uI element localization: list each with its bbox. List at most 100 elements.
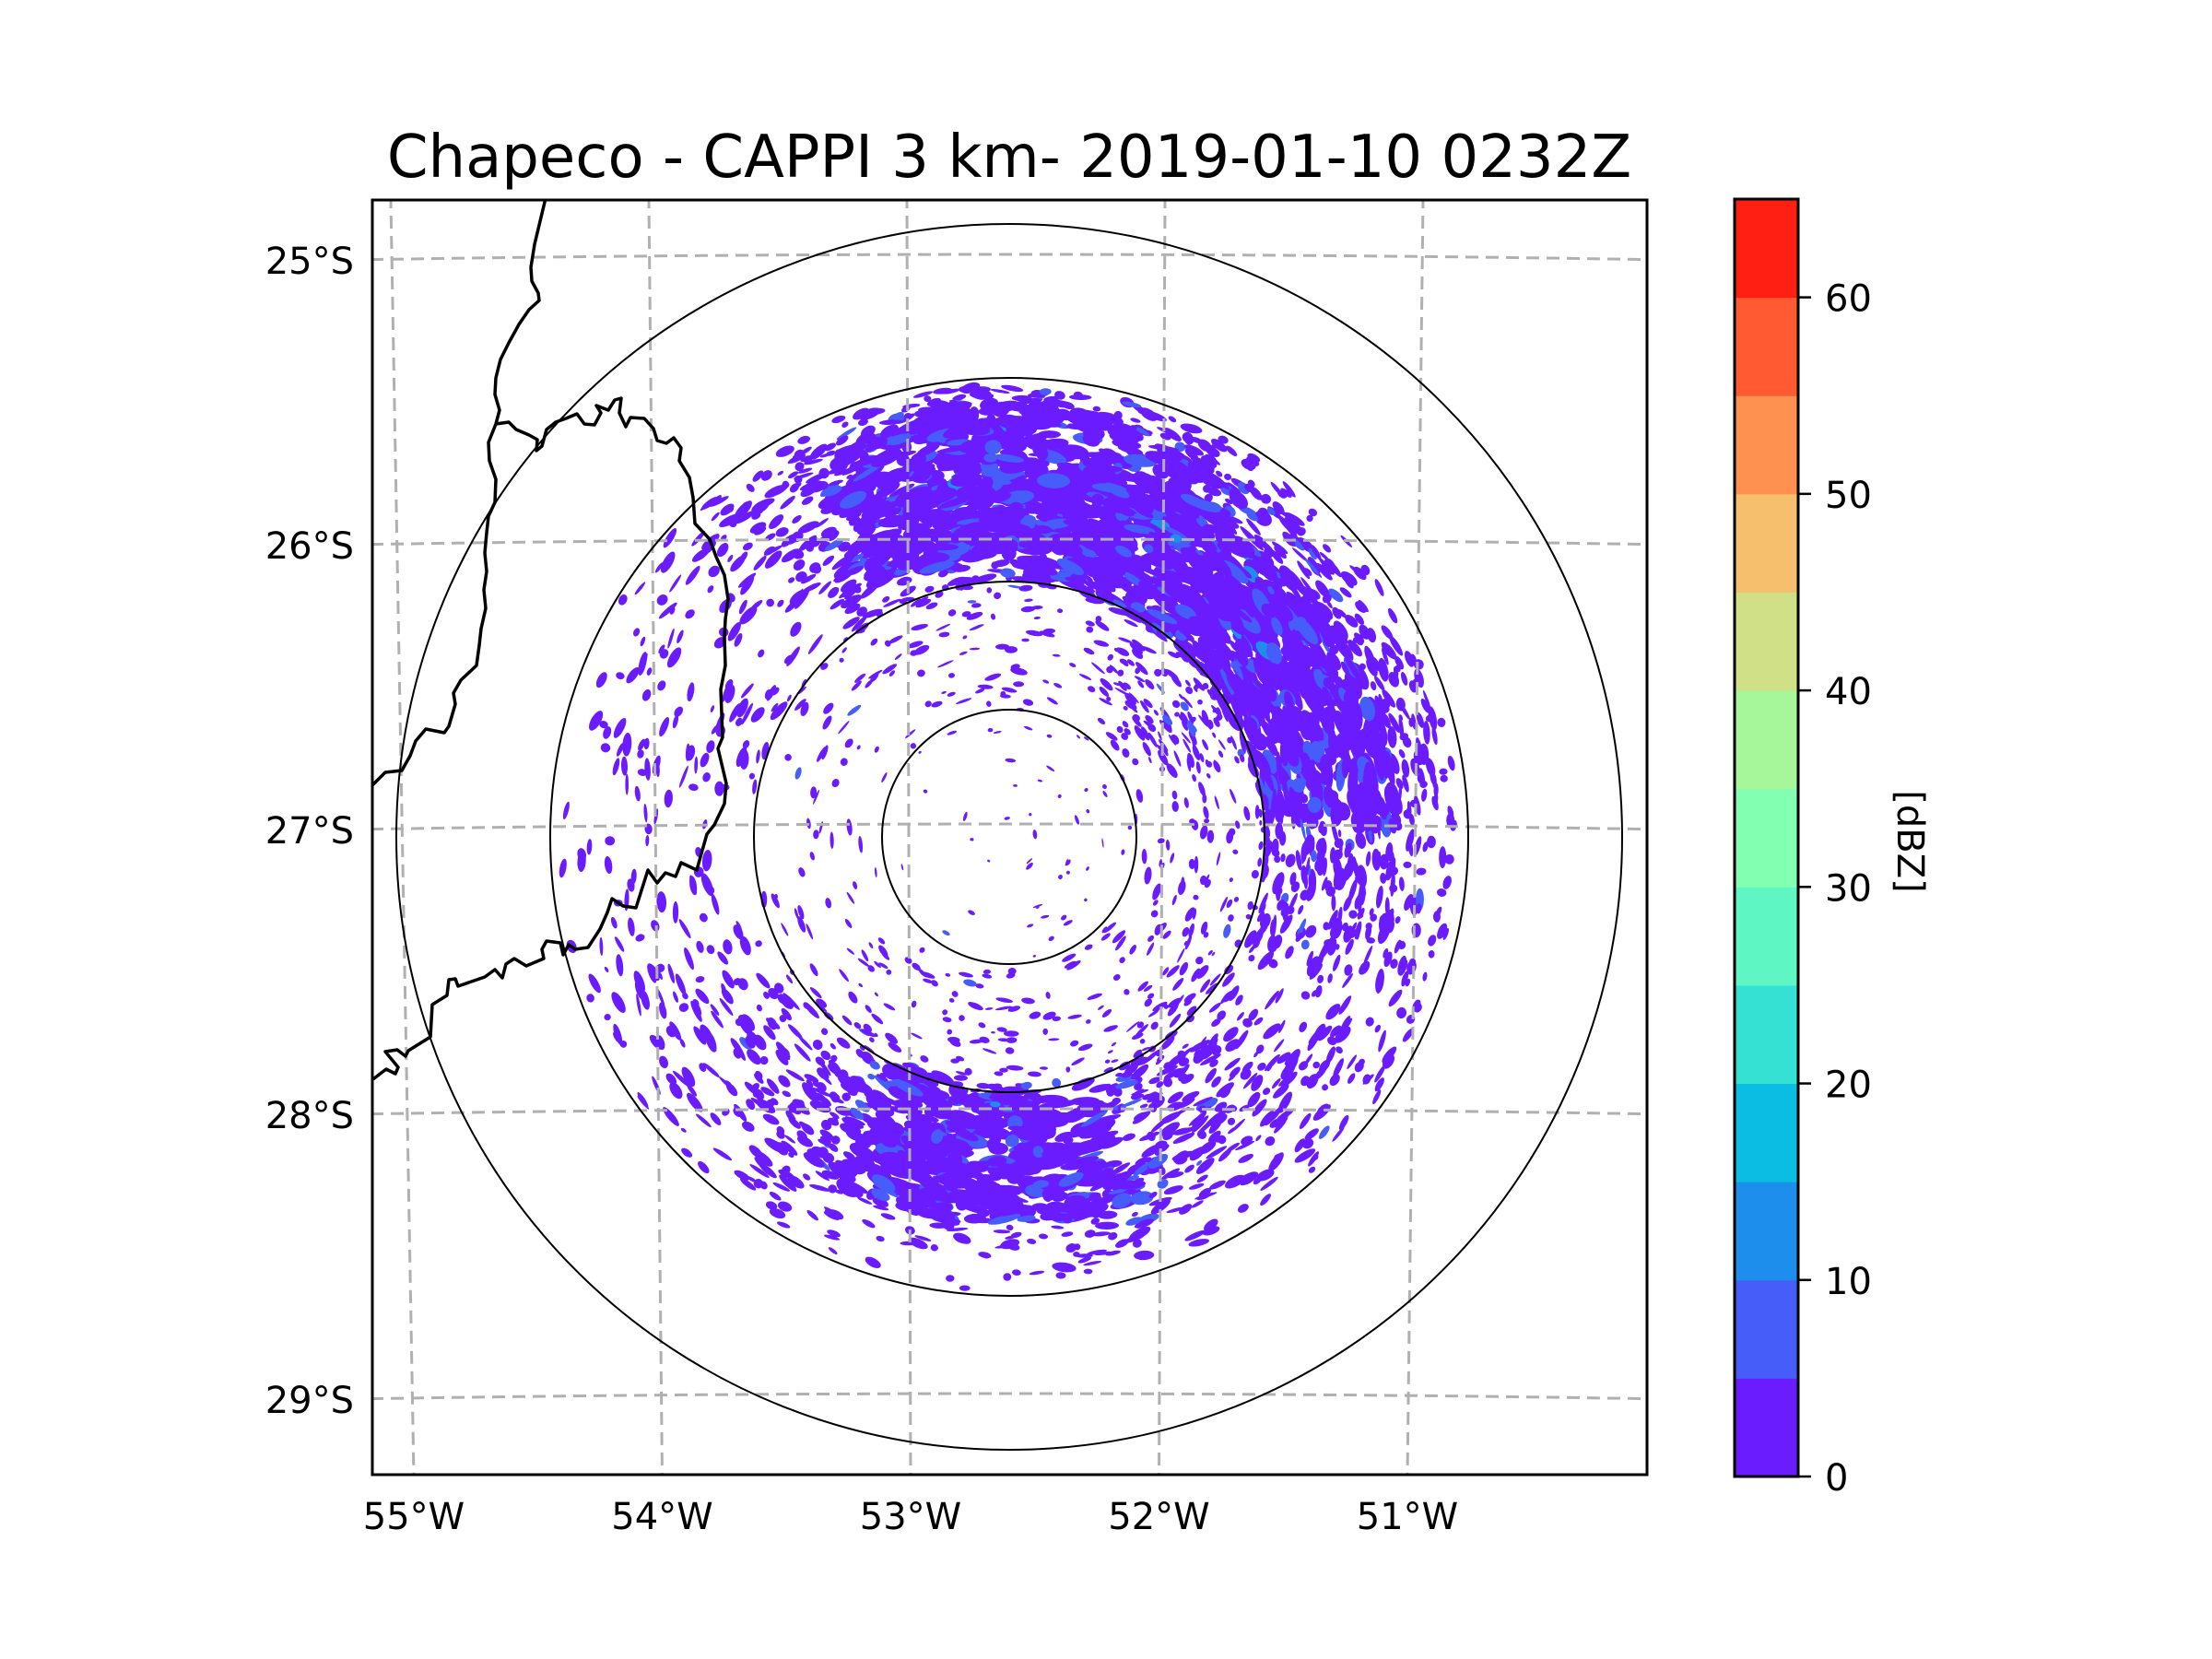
echo-cell	[1154, 668, 1162, 677]
echo-cell	[797, 435, 811, 444]
echo-cell	[1042, 628, 1055, 634]
echo-cell	[687, 1092, 703, 1112]
echo-cell	[1092, 406, 1101, 412]
echo-cell	[704, 1030, 717, 1053]
echo-cell	[1152, 900, 1159, 906]
echo-cell	[659, 649, 669, 659]
echo-cell	[1297, 918, 1307, 938]
echo-cell	[1262, 1088, 1271, 1096]
echo-cell	[900, 434, 923, 444]
echo-cell	[695, 976, 705, 983]
echo-cell	[860, 582, 880, 599]
echo-cell	[846, 511, 862, 521]
echo-cell	[618, 594, 628, 606]
echo-cell	[765, 1201, 778, 1210]
echo-cell	[1226, 1142, 1241, 1152]
echo-cell	[685, 609, 695, 619]
echo-cell	[1141, 726, 1150, 741]
echo-cell	[900, 864, 904, 871]
echo-cell	[1297, 527, 1306, 536]
echo-cell	[604, 966, 609, 972]
map-background	[372, 200, 1647, 1475]
echo-cell	[828, 1143, 839, 1152]
echo-cell	[637, 1095, 650, 1110]
echo-cell	[982, 1253, 991, 1259]
echo-cell	[1372, 1089, 1382, 1105]
echo-cell	[1202, 682, 1209, 689]
echo-cell	[1021, 638, 1030, 642]
echo-cell	[782, 482, 789, 487]
echo-cell	[1295, 850, 1302, 871]
echo-cell	[1374, 676, 1385, 691]
echo-cell	[1172, 1132, 1195, 1144]
echo-cell	[1308, 508, 1318, 517]
echo-cell	[946, 1275, 955, 1282]
echo-cell	[1437, 923, 1448, 939]
echo-cell	[599, 720, 608, 729]
echo-cell	[942, 1017, 952, 1023]
echo-cell	[1306, 956, 1321, 977]
echo-cell	[1325, 1004, 1341, 1020]
echo-cell	[878, 419, 902, 426]
echo-cell	[1169, 1013, 1182, 1028]
echo-cell	[788, 577, 795, 583]
echo-cell	[873, 1205, 889, 1211]
echo-cell	[1007, 1243, 1020, 1251]
echo-cell	[1227, 736, 1232, 744]
echo-cell	[820, 1050, 831, 1061]
y-tick-label: 27°S	[265, 810, 354, 853]
echo-cell	[741, 702, 754, 725]
echo-cell	[1108, 1231, 1118, 1241]
echo-cell	[1023, 725, 1033, 731]
echo-cell	[1086, 809, 1090, 814]
echo-cell	[681, 1066, 696, 1087]
echo-cell	[778, 1169, 794, 1179]
echo-cell	[803, 1152, 825, 1168]
colorbar-tick-label: 10	[1825, 1261, 1872, 1303]
echo-cell	[1033, 616, 1041, 620]
echo-cell	[1442, 927, 1450, 940]
echo-cell	[810, 1087, 833, 1098]
echo-cell	[1163, 1077, 1172, 1088]
echo-cell	[819, 1129, 834, 1141]
echo-cell	[806, 924, 814, 940]
echo-cell	[711, 1010, 724, 1029]
echo-cell	[941, 690, 947, 694]
echo-cell	[822, 555, 835, 567]
echo-cell	[613, 717, 627, 738]
echo-cell	[830, 1042, 836, 1050]
echo-cell	[658, 644, 665, 654]
echo-cell	[860, 1029, 877, 1038]
echo-cell	[767, 1017, 778, 1030]
echo-cell	[982, 969, 991, 974]
echo-cell	[1244, 483, 1253, 492]
echo-cell	[830, 1112, 840, 1119]
echo-cell	[950, 1058, 960, 1064]
echo-cell	[828, 1209, 844, 1220]
echo-cell	[1180, 701, 1189, 712]
echo-cell	[1274, 855, 1281, 864]
echo-cell	[1251, 1075, 1264, 1091]
echo-cell	[1070, 1040, 1079, 1047]
echo-cell	[1323, 922, 1330, 931]
echo-cell	[1184, 679, 1191, 687]
echo-cell	[912, 391, 934, 398]
echo-cell	[656, 891, 667, 913]
echo-cell	[967, 600, 977, 604]
echo-cell	[828, 479, 843, 487]
echo-cell	[1166, 1206, 1185, 1214]
echo-cell	[1406, 829, 1415, 852]
echo-cell	[1244, 930, 1257, 948]
echo-cell	[1188, 1182, 1205, 1190]
echo-cell	[1011, 559, 1042, 571]
echo-cell	[1423, 721, 1430, 745]
echo-cell	[710, 1112, 722, 1125]
echo-cell	[1365, 851, 1371, 867]
colorbar-bin	[1735, 984, 1798, 1085]
echo-cell	[1205, 1067, 1217, 1084]
echo-cell	[749, 1164, 770, 1178]
y-tick-label: 25°S	[265, 241, 354, 283]
echo-cell	[771, 893, 780, 909]
echo-cell	[1107, 653, 1114, 661]
echo-cell	[1359, 696, 1375, 722]
